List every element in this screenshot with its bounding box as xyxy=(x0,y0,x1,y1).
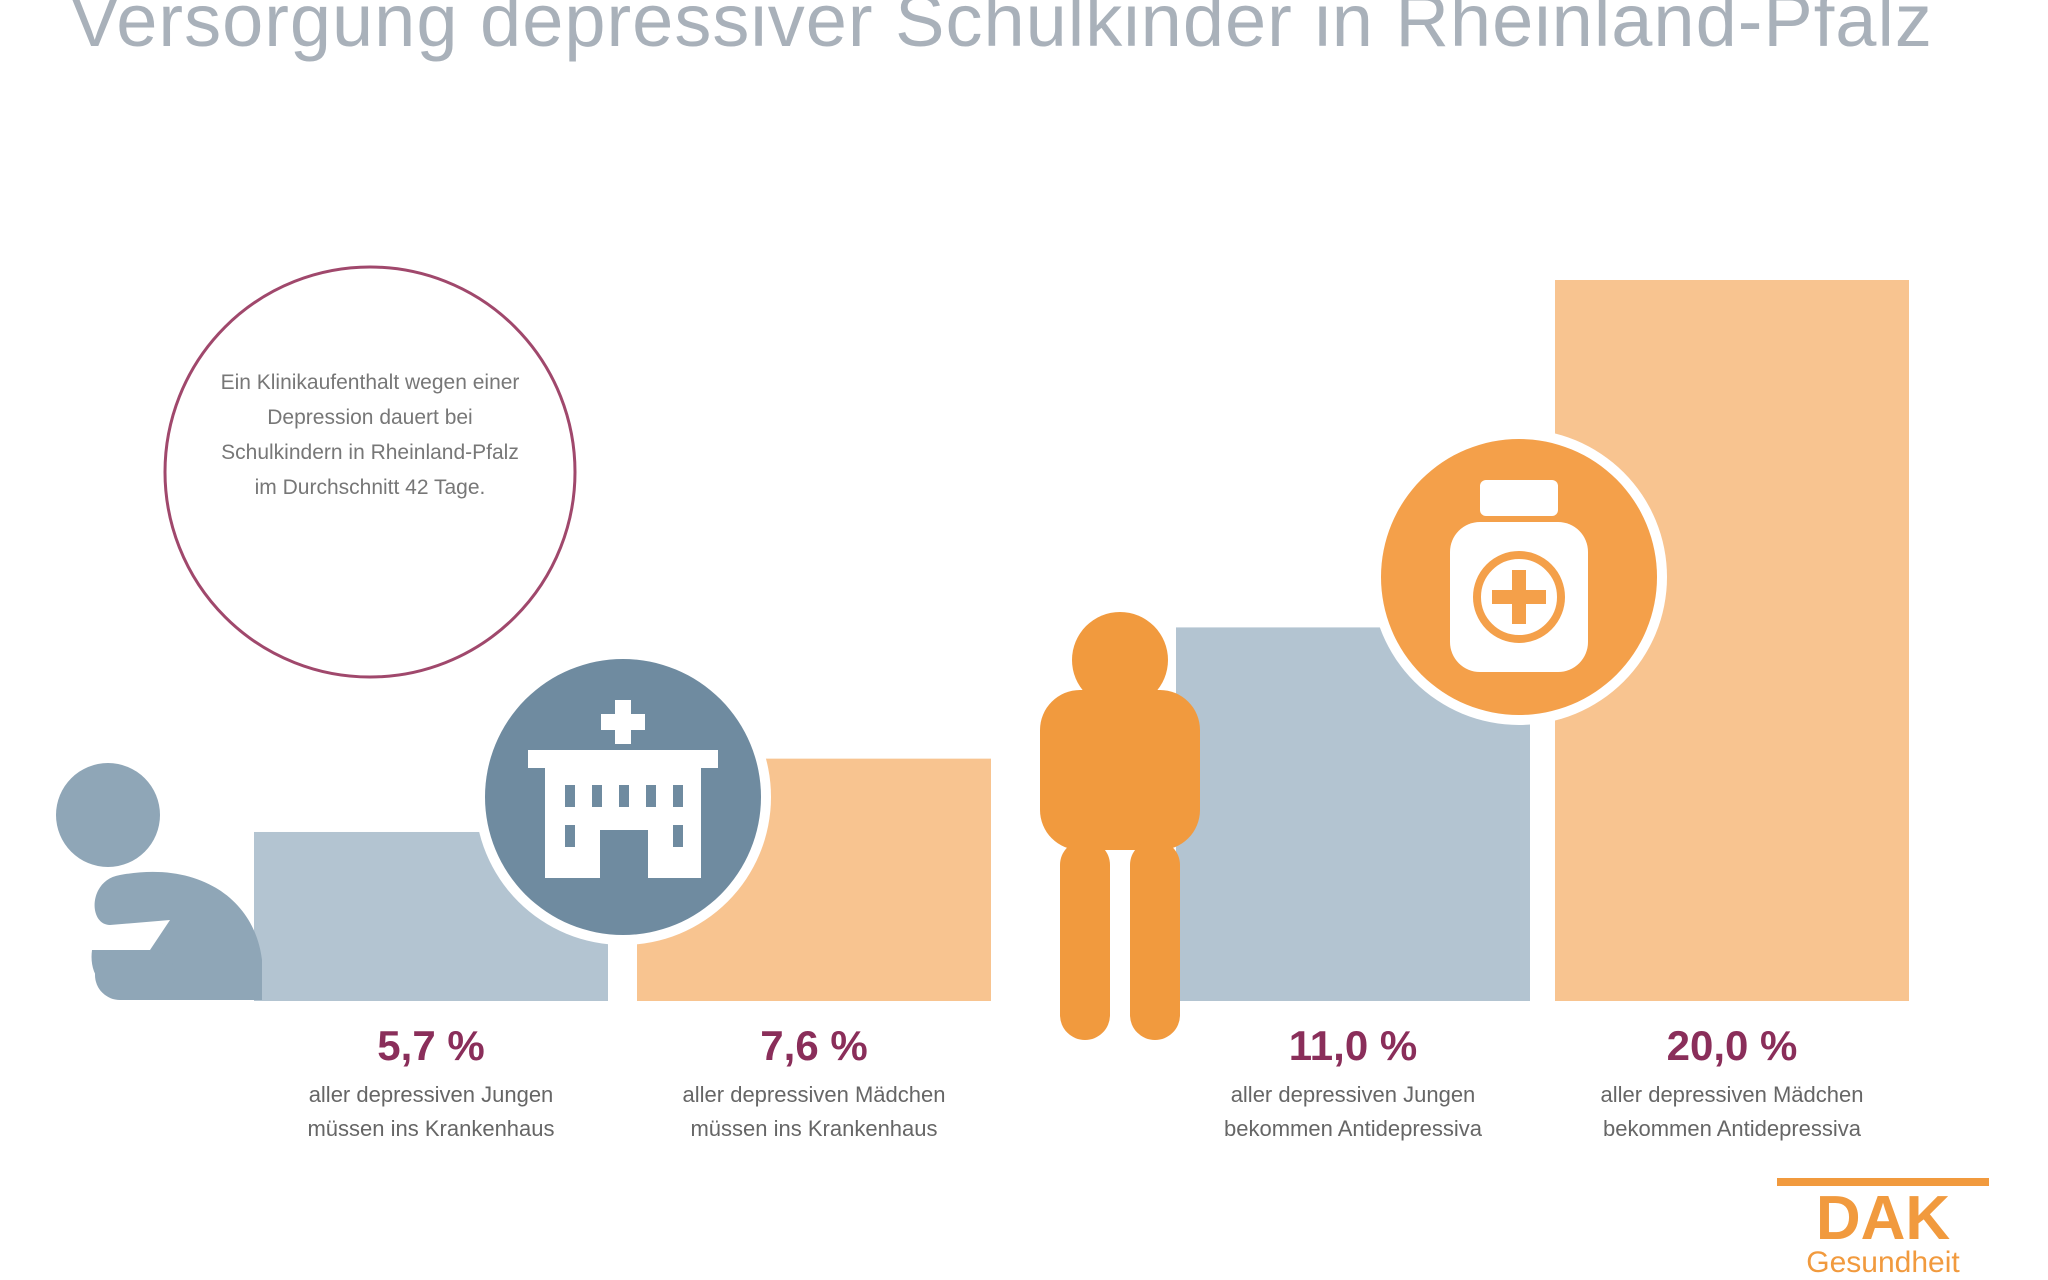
info-circle-text: Ein Klinikaufenthalt wegen einer Depress… xyxy=(220,371,520,499)
value-label: 7,6 % xyxy=(760,1022,868,1069)
value-label: 20,0 % xyxy=(1666,1022,1798,1069)
logo-brand: DAK xyxy=(1815,1184,1951,1253)
description-line: aller depressiven Jungen xyxy=(308,1082,554,1107)
value-label: 11,0 % xyxy=(1288,1022,1418,1069)
description-line: aller depressiven Mädchen xyxy=(682,1082,946,1107)
chart-title: Versorgung depressiver Schulkinder in Rh… xyxy=(70,0,1933,62)
bar-description: aller depressiven Mädchen bekommen Antide… xyxy=(1552,1078,1912,1146)
description-line: aller depressiven Mädchen xyxy=(1600,1082,1864,1107)
bar-description: aller depressiven Jungen bekommen Antidep… xyxy=(1173,1078,1533,1146)
value-label: 5,7 % xyxy=(377,1022,485,1069)
logo-tagline: Gesundheit xyxy=(1806,1246,1960,1279)
description-line: bekommen Antidepressiva xyxy=(1602,1116,1862,1141)
bar-description: aller depressiven Mädchen müssen ins Kran… xyxy=(634,1078,994,1146)
description-line: müssen ins Krankenhaus xyxy=(307,1116,555,1141)
standing-child-icon xyxy=(1040,612,1200,1040)
info-circle xyxy=(163,265,577,679)
description-line: aller depressiven Jungen xyxy=(1230,1082,1476,1107)
medicine-bottle-icon xyxy=(1371,429,1667,725)
description-line: müssen ins Krankenhaus xyxy=(690,1116,938,1141)
dak-logo: DAK Gesundheit xyxy=(1777,1178,1989,1280)
bar-description: aller depressiven Jungen müssen ins Krank… xyxy=(251,1078,611,1146)
hospital-icon xyxy=(475,649,771,945)
description-line: bekommen Antidepressiva xyxy=(1223,1116,1483,1141)
sitting-child-icon xyxy=(56,763,262,1000)
